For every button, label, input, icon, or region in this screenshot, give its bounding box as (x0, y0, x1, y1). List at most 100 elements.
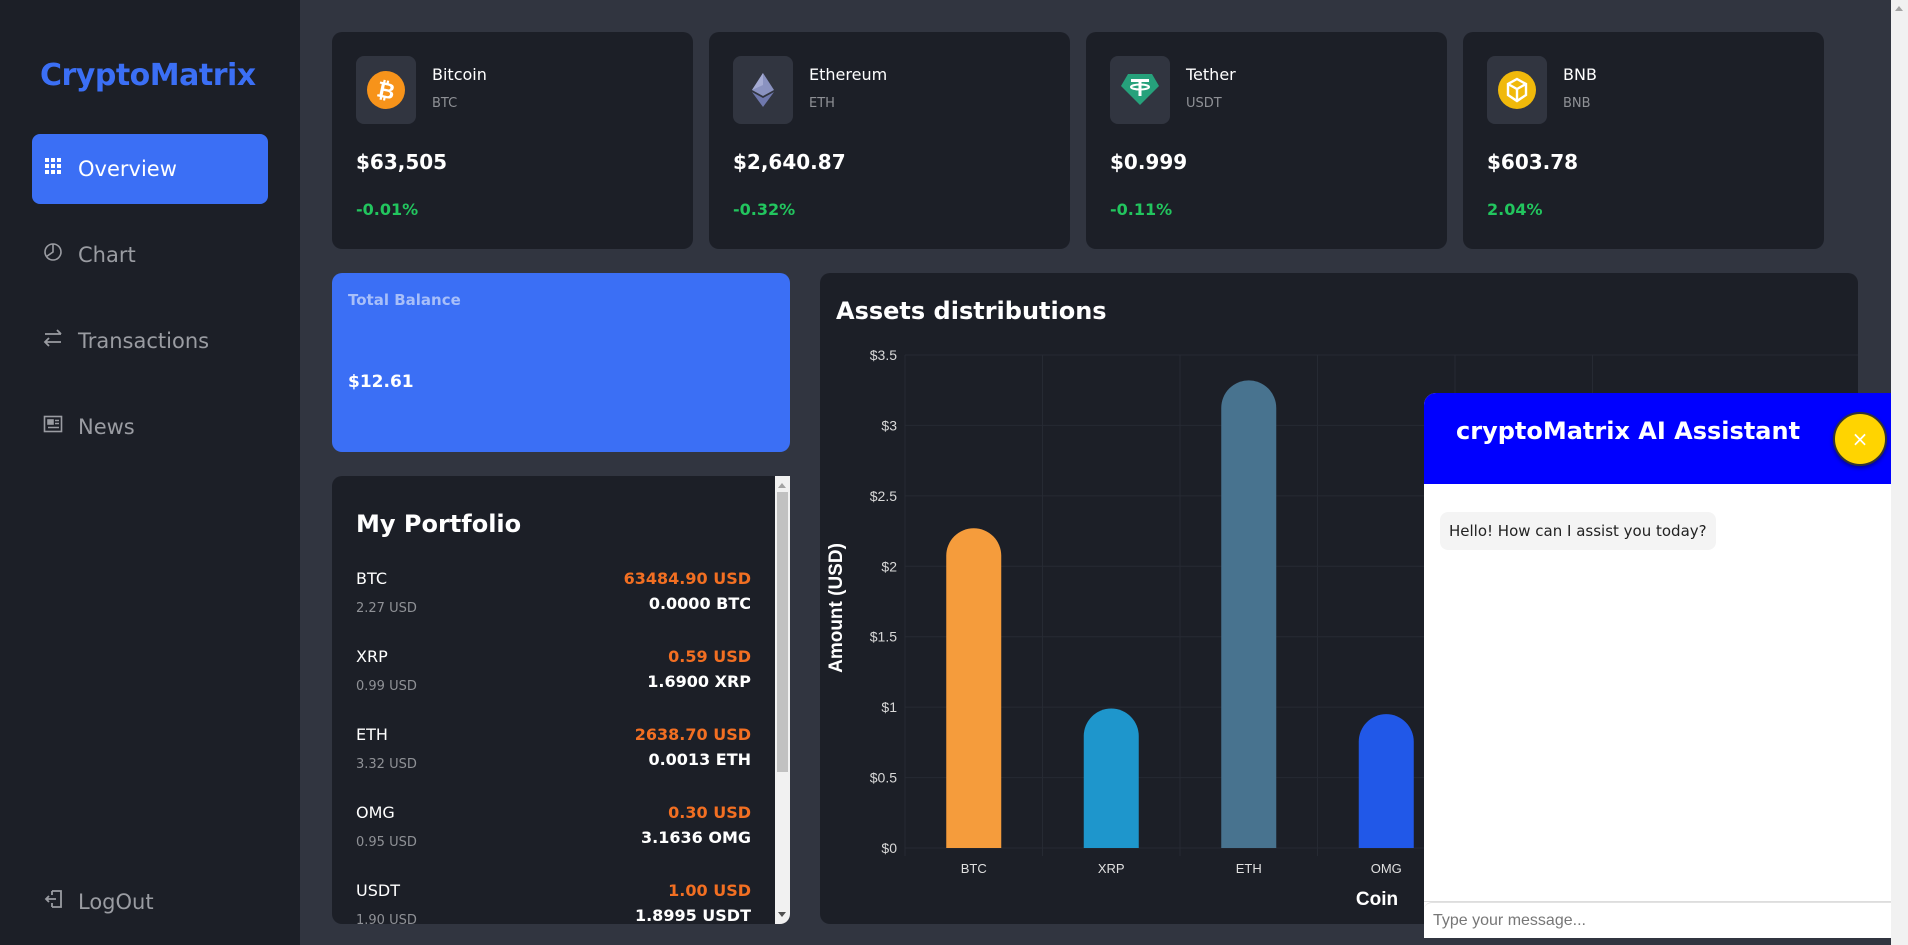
sidebar-item-label: Chart (78, 243, 136, 267)
portfolio-symbol: OMG (356, 803, 395, 822)
portfolio-price: 1.00 USD (668, 881, 751, 900)
portfolio-price: 0.30 USD (668, 803, 751, 822)
sidebar: CryptoMatrix Overview Chart Transactions… (0, 0, 300, 945)
coin-name: Bitcoin (432, 65, 487, 84)
close-chat-button[interactable]: × (1833, 412, 1887, 466)
y-tick-label: $1.5 (870, 629, 897, 645)
portfolio-price: 2638.70 USD (634, 725, 751, 744)
y-tick-label: $2.5 (870, 488, 897, 504)
coin-price: $0.999 (1110, 150, 1188, 174)
scroll-up-icon[interactable] (1895, 6, 1903, 11)
scroll-down-icon[interactable] (778, 912, 786, 917)
chat-message-input[interactable] (1424, 902, 1904, 938)
coin-name: BNB (1563, 65, 1597, 84)
scroll-up-icon[interactable] (778, 483, 786, 488)
coin-change: -0.01% (356, 200, 419, 219)
sidebar-item-news[interactable]: News (32, 392, 268, 462)
ai-assistant-chat: cryptoMatrix AI Assistant × Hello! How c… (1424, 393, 1904, 938)
pie-chart-icon (42, 241, 64, 263)
logout-label: LogOut (78, 890, 154, 914)
portfolio-symbol: XRP (356, 647, 388, 666)
y-tick-label: $0 (881, 840, 897, 856)
portfolio-row-btc[interactable]: BTC 2.27 USD 63484.90 USD 0.0000 BTC (356, 569, 751, 639)
tether-icon (1110, 56, 1170, 124)
coin-symbol: BTC (432, 96, 458, 111)
bitcoin-icon: ₿ (356, 56, 416, 124)
sidebar-item-chart[interactable]: Chart (32, 220, 268, 290)
sidebar-item-label: News (78, 415, 135, 439)
portfolio-symbol: ETH (356, 725, 388, 744)
portfolio-value: 3.32 USD (356, 757, 417, 772)
x-tick-label: ETH (1236, 861, 1262, 876)
portfolio-value: 0.95 USD (356, 835, 417, 850)
sidebar-item-transactions[interactable]: Transactions (32, 306, 268, 376)
y-tick-label: $3 (881, 417, 897, 433)
bar-xrp[interactable] (1083, 708, 1139, 848)
close-icon: × (1851, 427, 1869, 451)
coin-name: Ethereum (809, 65, 888, 84)
portfolio-symbol: BTC (356, 569, 387, 588)
portfolio-amount: 1.8995 USDT (634, 906, 751, 924)
coin-change: -0.11% (1110, 200, 1173, 219)
coin-card-tether[interactable]: Tether USDT $0.999 -0.11% (1086, 32, 1447, 249)
portfolio-scrollbar[interactable] (775, 476, 790, 924)
portfolio-price: 0.59 USD (668, 647, 751, 666)
chat-header: cryptoMatrix AI Assistant × (1424, 393, 1904, 484)
portfolio-amount: 3.1636 OMG (641, 828, 751, 847)
x-tick-label: XRP (1098, 861, 1125, 876)
chart-title: Assets distributions (836, 297, 1107, 325)
y-tick-label: $3.5 (870, 347, 897, 363)
sidebar-item-label: Transactions (78, 329, 210, 353)
portfolio-title: My Portfolio (356, 510, 522, 538)
y-tick-label: $2 (881, 558, 897, 574)
chat-title: cryptoMatrix AI Assistant (1456, 417, 1801, 445)
coin-symbol: ETH (809, 96, 835, 111)
coin-card-bitcoin[interactable]: ₿ Bitcoin BTC $63,505 -0.01% (332, 32, 693, 249)
coin-symbol: BNB (1563, 96, 1591, 111)
coin-change: -0.32% (733, 200, 796, 219)
portfolio-row-eth[interactable]: ETH 3.32 USD 2638.70 USD 0.0013 ETH (356, 725, 751, 795)
logout-button[interactable]: LogOut (32, 867, 268, 937)
x-axis-label: Coin (1356, 889, 1398, 910)
portfolio-amount: 1.6900 XRP (647, 672, 751, 691)
balance-value: $12.61 (348, 372, 414, 392)
app-logo[interactable]: CryptoMatrix (40, 58, 256, 93)
coin-price: $2,640.87 (733, 150, 846, 174)
y-tick-label: $0.5 (870, 770, 897, 786)
x-tick-label: BTC (961, 861, 987, 876)
y-tick-label: $1 (881, 699, 897, 715)
portfolio-panel[interactable]: My Portfolio BTC 2.27 USD 63484.90 USD 0… (332, 476, 790, 924)
bnb-icon (1487, 56, 1547, 124)
portfolio-row-omg[interactable]: OMG 0.95 USD 0.30 USD 3.1636 OMG (356, 803, 751, 873)
y-axis-label: Amount (USD) (826, 543, 847, 673)
portfolio-amount: 0.0000 BTC (648, 594, 751, 613)
coin-symbol: USDT (1186, 96, 1222, 111)
coin-name: Tether (1186, 65, 1236, 84)
portfolio-price: 63484.90 USD (623, 569, 751, 588)
arrows-exchange-icon (42, 327, 64, 349)
bar-omg[interactable] (1358, 714, 1414, 848)
portfolio-row-usdt[interactable]: USDT 1.90 USD 1.00 USD 1.8995 USDT (356, 881, 751, 924)
coin-card-bnb[interactable]: BNB BNB $603.78 2.04% (1463, 32, 1824, 249)
portfolio-amount: 0.0013 ETH (648, 750, 751, 769)
newspaper-icon (42, 413, 64, 435)
portfolio-value: 2.27 USD (356, 601, 417, 616)
balance-label: Total Balance (348, 291, 461, 309)
sidebar-item-overview[interactable]: Overview (32, 134, 268, 204)
x-tick-label: OMG (1371, 861, 1402, 876)
coin-price: $603.78 (1487, 150, 1579, 174)
portfolio-value: 1.90 USD (356, 913, 417, 924)
scrollbar-thumb[interactable] (777, 492, 788, 772)
portfolio-value: 0.99 USD (356, 679, 417, 694)
bar-btc[interactable] (946, 528, 1002, 848)
portfolio-row-xrp[interactable]: XRP 0.99 USD 0.59 USD 1.6900 XRP (356, 647, 751, 717)
coin-card-ethereum[interactable]: Ethereum ETH $2,640.87 -0.32% (709, 32, 1070, 249)
bar-eth[interactable] (1221, 380, 1277, 848)
ethereum-icon (733, 56, 793, 124)
coin-price: $63,505 (356, 150, 448, 174)
logout-icon (42, 888, 64, 910)
grid-icon (42, 155, 64, 177)
sidebar-item-label: Overview (78, 157, 177, 181)
page-scrollbar[interactable] (1891, 0, 1908, 945)
coin-change: 2.04% (1487, 200, 1543, 219)
